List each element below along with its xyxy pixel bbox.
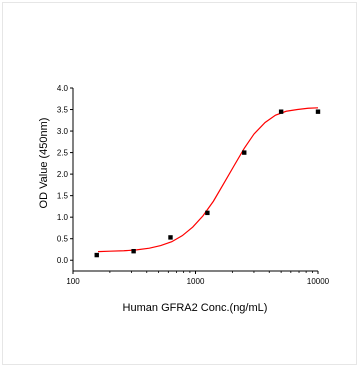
data-point <box>278 109 284 114</box>
data-point <box>94 252 99 258</box>
y-tick-label: 3.5 <box>57 106 69 115</box>
data-points-group <box>94 109 321 258</box>
fit-curve-group <box>97 107 319 253</box>
data-point <box>315 109 321 114</box>
data-point <box>131 248 136 254</box>
y-tick-label: 4.0 <box>57 84 69 93</box>
data-point <box>205 210 210 216</box>
y-tick-label: 1.5 <box>57 192 69 201</box>
x-tick-label: 1000 <box>187 277 205 286</box>
y-tick-label: 0.5 <box>57 235 69 244</box>
axes <box>72 88 318 272</box>
fit-curve <box>97 107 319 253</box>
x-tick-label: 100 <box>66 277 80 286</box>
x-tick-label: 10000 <box>307 277 330 286</box>
y-tick-label: 0.0 <box>57 256 69 265</box>
data-point <box>242 150 247 155</box>
y-tick-label: 1.0 <box>57 213 69 222</box>
ticks: 0.0 0.5 1.0 1.5 2.0 2.5 3.0 3.5 4.0 100 1000 10000 <box>57 84 330 286</box>
y-tick-label: 2.5 <box>57 149 69 158</box>
y-tick-label: 3.0 <box>57 127 69 136</box>
data-point <box>168 235 173 240</box>
chart-frame <box>2 2 357 365</box>
y-tick-label: 2.0 <box>57 170 69 179</box>
x-axis-label: Human GFRA2 Conc.(ng/mL) <box>123 302 268 314</box>
y-axis-label: OD Value (450nm) <box>38 118 50 209</box>
